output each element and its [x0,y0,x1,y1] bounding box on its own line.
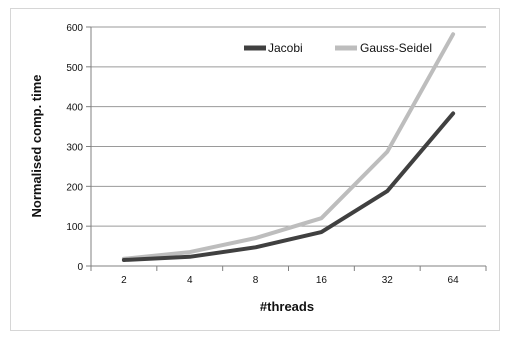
y-tick-label: 500 [66,63,83,74]
series-line-jacobi [121,111,456,262]
y-tick-label: 600 [66,23,83,34]
y-tick-label: 400 [66,103,83,114]
y-tick-label: 300 [66,143,83,154]
y-tick-label: 0 [77,262,83,273]
x-tick-label-16: 16 [316,275,328,286]
x-tick-label-32: 32 [382,275,394,286]
legend-label-jacobi: Jacobi [268,41,303,55]
x-tick-label-4: 4 [187,275,193,286]
chart-frame [10,8,500,331]
x-tick-label-8: 8 [253,275,259,286]
x-axis-title: #threads [260,299,314,314]
y-tick-label: 200 [66,182,83,193]
legend-label-gauss-seidel: Gauss-Seidel [360,41,432,55]
series-lines [121,32,456,262]
x-tick-label-64: 64 [448,275,460,286]
x-tick-label-2: 2 [121,275,127,286]
y-axis-title: Normalised comp. time [29,74,44,217]
tick-labels: 0 100 200 300 400 500 600 2 4 8 16 32 64 [66,23,459,286]
y-tick-label: 100 [66,222,83,233]
legend: Jacobi Gauss-Seidel [244,41,432,55]
axes [86,26,487,271]
gridlines [91,26,486,227]
series-line-gauss-seidel [121,32,456,261]
